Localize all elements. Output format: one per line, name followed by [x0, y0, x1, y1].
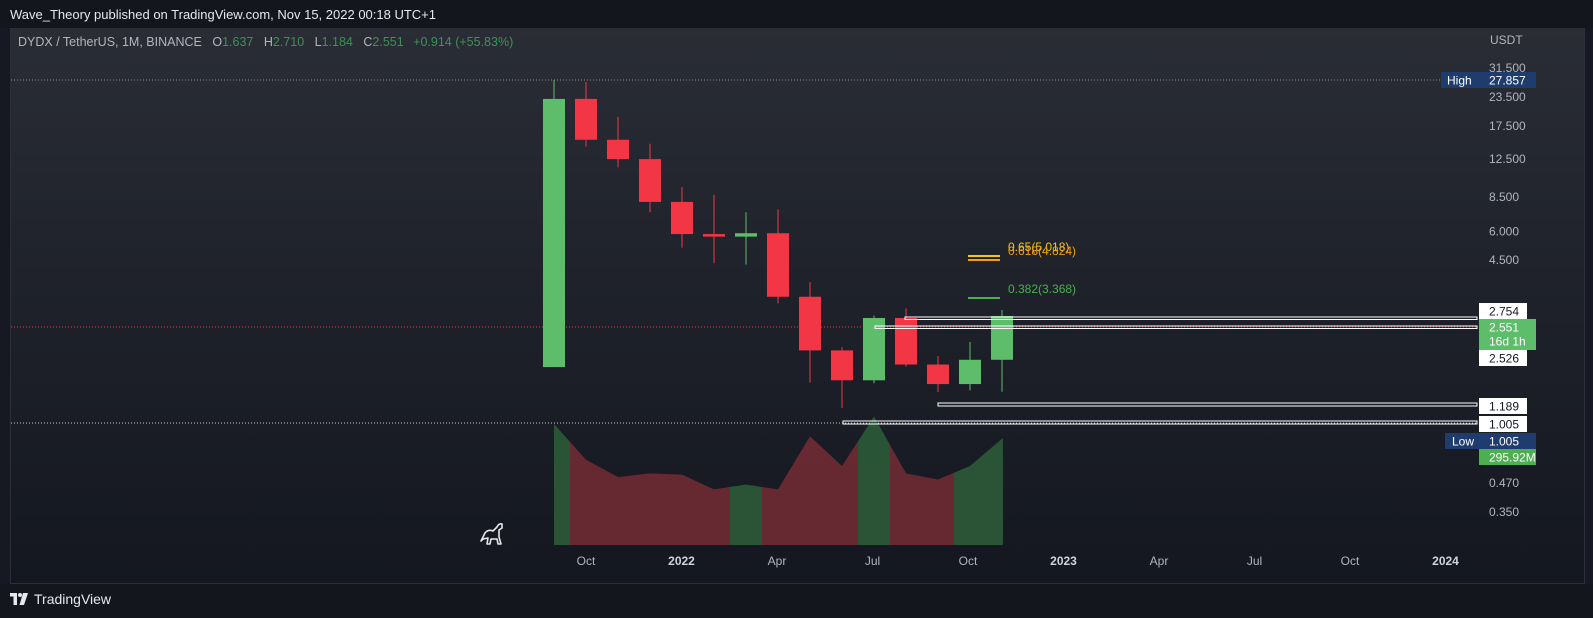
- time-tick: Apr: [1150, 554, 1169, 568]
- low-label-box: [1445, 433, 1536, 449]
- volume-segment: [794, 436, 826, 545]
- open-value: 1.637: [222, 35, 254, 49]
- time-tick: 2022: [668, 554, 695, 568]
- volume-segment: [698, 482, 730, 545]
- fib-label-065: 0.65(5.018): [1008, 240, 1069, 254]
- open-label: O: [212, 35, 223, 49]
- volume-segment: [954, 452, 986, 545]
- candle[interactable]: [671, 187, 693, 248]
- price-axis: USDT 31.500 23.500 17.500 12.500 8.500 6.000 4…: [1489, 33, 1526, 519]
- candle[interactable]: [959, 342, 981, 391]
- candle[interactable]: [863, 315, 885, 384]
- time-tick: Oct: [959, 554, 978, 568]
- low-label: L: [314, 35, 322, 49]
- price-tick: 12.500: [1489, 152, 1526, 166]
- high-label-box: [1441, 72, 1536, 88]
- level-upper-value: 2.754: [1489, 305, 1519, 319]
- publish-info: Wave_Theory published on TradingView.com…: [10, 7, 436, 22]
- fib-label-0618: 0.618(4.824): [1008, 244, 1076, 258]
- volume-value: 295.92M: [1489, 451, 1536, 465]
- candle[interactable]: [543, 80, 565, 368]
- level-mid-value: 2.526: [1489, 352, 1519, 366]
- symbol-legend[interactable]: DYDX / TetherUS, 1M, BINANCE O1.637 H2.7…: [18, 35, 513, 49]
- level-upper-box: [1479, 303, 1527, 319]
- candle[interactable]: [735, 212, 757, 265]
- time-tick: 2023: [1050, 554, 1077, 568]
- price-tick: 8.500: [1489, 190, 1519, 204]
- tradingview-logo-icon: [10, 593, 28, 605]
- price-labels: High 27.857 2.754 2.551 16d 1h 2.526 1.1…: [1441, 72, 1536, 465]
- candle[interactable]: [639, 143, 661, 213]
- volume-segment: [986, 438, 1003, 545]
- time-tick: Oct: [1341, 554, 1360, 568]
- price-tick: 31.500: [1489, 61, 1526, 75]
- volume-segment: [634, 473, 666, 545]
- publish-header: Wave_Theory published on TradingView.com…: [0, 0, 1593, 28]
- candle[interactable]: [703, 194, 725, 264]
- time-tick: Jul: [865, 554, 880, 568]
- change-value: +0.914 (+55.83%): [413, 35, 514, 49]
- volume-segment: [554, 423, 570, 545]
- price-tick: 17.500: [1489, 119, 1526, 133]
- high-value: 27.857: [1489, 74, 1526, 88]
- fib-levels: 0.65(5.018) 0.618(4.824) 0.382(3.368): [968, 240, 1076, 299]
- volume-segment: [730, 484, 762, 545]
- volume-segment: [858, 416, 890, 545]
- level-mid-box: [1479, 350, 1527, 366]
- time-tick: Apr: [768, 554, 787, 568]
- volume-segment: [602, 468, 634, 545]
- volume-segment: [666, 473, 698, 545]
- volume-segment: [826, 441, 858, 545]
- candle[interactable]: [575, 81, 597, 147]
- price-tick: 0.470: [1489, 476, 1519, 490]
- current-price-box: [1479, 319, 1536, 350]
- low-value: 1.184: [321, 35, 353, 49]
- candle[interactable]: [607, 116, 629, 168]
- time-tick: 2024: [1432, 554, 1459, 568]
- level-bottom-value: 1.005: [1489, 418, 1519, 432]
- time-tick: Oct: [577, 554, 596, 568]
- volume-segment: [762, 462, 794, 545]
- time-tick: Jul: [1247, 554, 1262, 568]
- price-tick: 4.500: [1489, 253, 1519, 267]
- close-label: C: [363, 35, 373, 49]
- price-tick: 23.500: [1489, 90, 1526, 104]
- high-label: H: [263, 35, 273, 49]
- volume-segment: [922, 472, 954, 545]
- candle[interactable]: [895, 308, 917, 367]
- price-axis-currency: USDT: [1490, 33, 1523, 47]
- level-lower-box: [1479, 398, 1527, 414]
- level-lower-value: 1.189: [1489, 400, 1519, 414]
- candle[interactable]: [767, 209, 789, 304]
- candle[interactable]: [927, 356, 949, 393]
- low-value: 1.005: [1489, 435, 1519, 449]
- low-label: Low: [1452, 435, 1474, 449]
- volume-segment: [570, 441, 602, 545]
- candles: [543, 80, 1013, 408]
- volume-segment: [890, 444, 922, 545]
- high-value: 2.710: [272, 35, 305, 49]
- level-lines: [842, 316, 1478, 425]
- volume-area: [554, 416, 1003, 545]
- footer-bar: [0, 584, 1593, 618]
- candle[interactable]: [799, 281, 821, 383]
- symbol-title[interactable]: DYDX / TetherUS, 1M, BINANCE: [18, 35, 202, 49]
- close-value: 2.551: [372, 35, 404, 49]
- current-price-value: 2.551: [1489, 321, 1519, 335]
- volume-label-box: [1479, 449, 1536, 465]
- brand-name: TradingView: [34, 591, 112, 607]
- candle[interactable]: [831, 347, 853, 408]
- price-tick: 0.350: [1489, 505, 1519, 519]
- dino-icon: [480, 523, 503, 545]
- level-bottom-box: [1479, 416, 1527, 432]
- candle[interactable]: [991, 310, 1013, 392]
- high-label: High: [1447, 74, 1472, 88]
- countdown-value: 16d 1h: [1489, 335, 1526, 349]
- tradingview-brand[interactable]: TradingView: [10, 591, 111, 607]
- fib-label-0382: 0.382(3.368): [1008, 282, 1076, 296]
- price-tick: 6.000: [1489, 225, 1519, 239]
- time-axis: Oct 2022 Apr Jul Oct 2023 Apr Jul Oct 2024: [577, 554, 1460, 568]
